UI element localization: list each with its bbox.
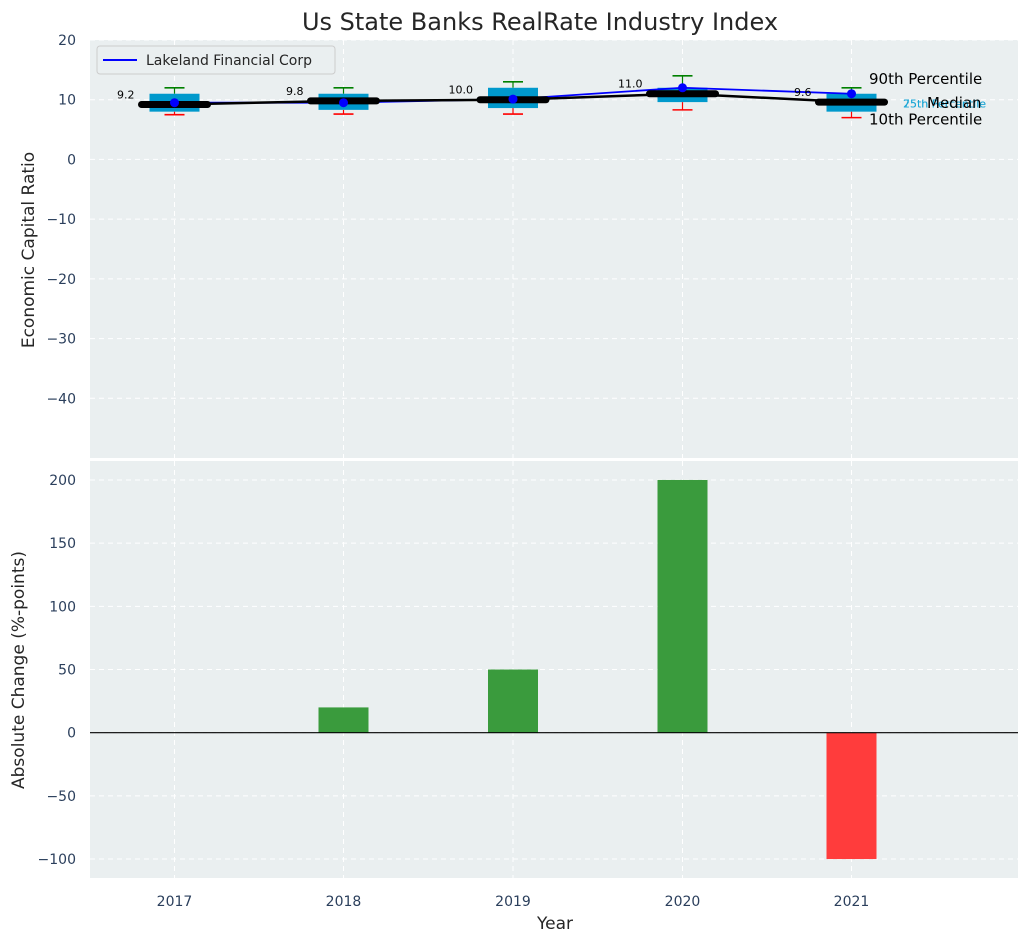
top-y-tick-label: −10 xyxy=(46,212,76,228)
change-bar xyxy=(488,669,538,733)
median-value-label: 10.0 xyxy=(449,84,474,97)
bottom-y-tick-label: 150 xyxy=(49,536,76,552)
top-y-tick-label: −20 xyxy=(46,272,76,288)
x-tick-label: 2020 xyxy=(665,894,701,910)
x-tick-label: 2019 xyxy=(495,894,531,910)
top-y-tick-label: 20 xyxy=(58,33,76,49)
annotation-p90: 90th Percentile xyxy=(869,70,982,88)
top-y-tick-label: −40 xyxy=(46,391,76,407)
bottom-y-tick-label: −100 xyxy=(38,852,76,868)
lakeland-point xyxy=(339,98,348,108)
legend: Lakeland Financial Corp xyxy=(96,45,336,75)
bottom-y-tick-label: −50 xyxy=(46,789,76,805)
top-ylabel: Economic Capital Ratio xyxy=(19,152,39,348)
top-y-tick-label: 0 xyxy=(67,152,76,168)
bottom-y-tick-label: 50 xyxy=(58,663,76,679)
median-value-label: 9.8 xyxy=(286,85,304,98)
x-tick-label: 2021 xyxy=(834,894,870,910)
legend-label: Lakeland Financial Corp xyxy=(146,53,312,69)
annotation-p75: 75th Percentile xyxy=(903,98,986,111)
x-tick-label: 2018 xyxy=(326,894,362,910)
bottom-y-tick-label: 0 xyxy=(67,726,76,742)
x-axis-label: Year xyxy=(536,914,573,934)
chart-title: Us State Banks RealRate Industry Index xyxy=(302,8,778,36)
median-value-label: 9.6 xyxy=(794,86,812,99)
annotation-median: Median xyxy=(927,94,982,112)
top-y-tick-label: −30 xyxy=(46,332,76,348)
legend-box xyxy=(96,45,336,75)
bottom-ylabel: Absolute Change (%-points) xyxy=(9,551,29,789)
median-value-label: 9.2 xyxy=(117,88,135,101)
lakeland-point xyxy=(170,98,179,108)
top-panel: 20 10 0 −10 −20 −30 −40 9.2 9.8 10.0 11.0 9.6 90th P… xyxy=(46,33,1018,458)
bottom-panel: 200 150 100 50 0 −50 −100 2017 2018 2019 2020 2021 xyxy=(38,461,1018,910)
bottom-y-tick-label: 100 xyxy=(49,599,76,615)
change-bar xyxy=(657,479,708,733)
annotation-p25: 25th Percentile xyxy=(903,98,986,111)
lakeland-point xyxy=(508,94,518,104)
lakeland-point xyxy=(678,83,687,93)
median-value-label: 11.0 xyxy=(618,78,643,91)
top-y-tick-label: 10 xyxy=(58,93,76,109)
bottom-y-tick-label: 200 xyxy=(49,473,76,489)
change-bar xyxy=(826,732,877,860)
change-bar xyxy=(318,707,369,733)
annotation-p10: 10th Percentile xyxy=(869,111,982,129)
lakeland-point xyxy=(847,89,856,99)
x-tick-label: 2017 xyxy=(157,894,193,910)
